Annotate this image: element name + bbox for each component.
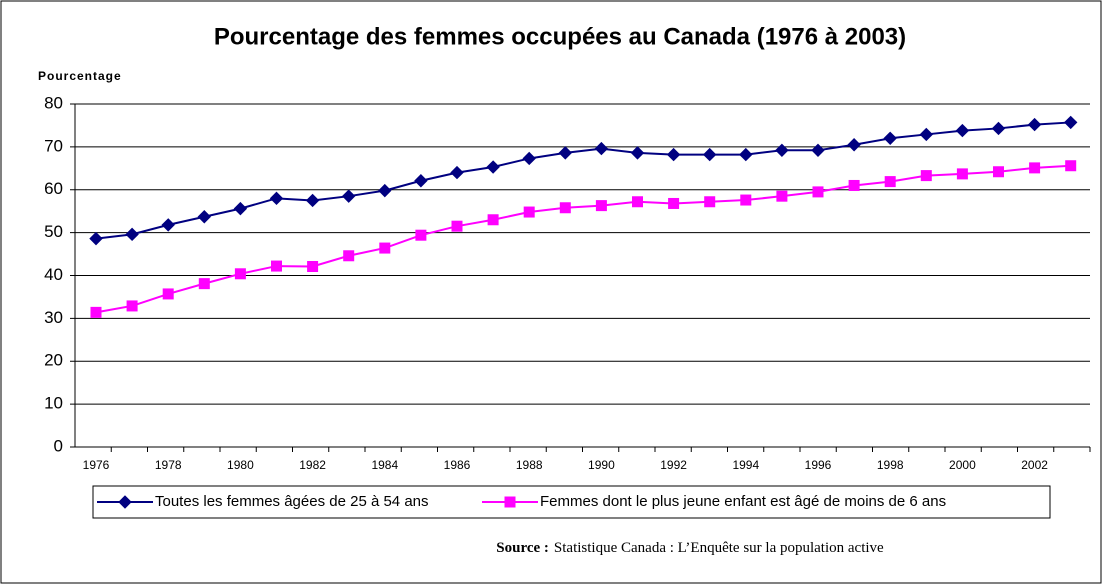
x-tick-label: 1994 — [732, 458, 759, 472]
y-tick-label: 0 — [54, 436, 63, 455]
data-point — [1065, 160, 1077, 172]
x-tick-label: 1988 — [516, 458, 543, 472]
y-tick-label: 60 — [44, 179, 63, 198]
data-point — [269, 191, 284, 206]
data-point — [776, 190, 788, 202]
x-tick-label: 1996 — [805, 458, 832, 472]
data-point — [451, 220, 463, 232]
data-point — [90, 306, 102, 318]
x-tick-label: 1992 — [660, 458, 687, 472]
y-tick-label: 30 — [44, 308, 63, 327]
data-point — [125, 227, 139, 242]
data-point — [630, 146, 645, 160]
data-point — [595, 200, 607, 212]
legend-label: Femmes dont le plus jeune enfant est âgé… — [540, 493, 946, 510]
y-axis-label: Pourcentage — [38, 69, 122, 83]
data-point — [414, 174, 428, 188]
series-line — [95, 121, 1071, 240]
data-point — [704, 196, 716, 208]
data-point — [848, 179, 860, 191]
x-tick-label: 1982 — [299, 458, 326, 472]
chart-title: Pourcentage des femmes occupées au Canad… — [214, 23, 906, 50]
data-point — [379, 242, 391, 254]
x-tick-label: 1980 — [227, 458, 254, 472]
data-point — [487, 214, 499, 226]
x-tick-label: 1976 — [83, 458, 110, 472]
data-point — [162, 288, 174, 300]
y-tick-label: 20 — [44, 351, 63, 370]
data-point — [666, 147, 681, 162]
legend-marker — [118, 495, 132, 509]
data-point — [883, 131, 897, 146]
data-point — [378, 183, 392, 198]
data-point — [161, 218, 175, 232]
data-point — [594, 141, 609, 156]
data-point — [668, 197, 680, 209]
x-tick-label: 2002 — [1021, 458, 1048, 472]
data-point — [740, 194, 752, 206]
data-point — [812, 186, 824, 198]
data-point — [811, 143, 825, 158]
data-point — [305, 193, 320, 208]
data-point — [198, 278, 210, 290]
x-tick-label: 1984 — [371, 458, 398, 472]
legend-box — [92, 485, 1051, 519]
data-point — [884, 176, 896, 188]
data-point — [1027, 117, 1042, 132]
data-point — [955, 123, 970, 138]
source: Source : Statistique Canada : L’Enquête s… — [496, 540, 884, 556]
data-point — [775, 143, 789, 158]
data-point — [991, 121, 1006, 136]
data-point — [523, 206, 535, 218]
x-tick-label: 1978 — [155, 458, 182, 472]
x-tick-label: 1990 — [588, 458, 615, 472]
data-point — [486, 160, 500, 174]
data-point — [343, 250, 355, 262]
data-point — [233, 201, 248, 216]
data-point — [415, 229, 427, 241]
source-text: Statistique Canada : L’Enquête sur la po… — [554, 540, 884, 556]
data-point — [197, 210, 212, 224]
y-tick-label: 10 — [44, 394, 63, 413]
data-point — [1063, 115, 1078, 130]
y-tick-label: 80 — [44, 93, 63, 112]
data-point — [89, 231, 103, 246]
legend-label: Toutes les femmes âgées de 25 à 54 ans — [155, 493, 429, 510]
data-point — [956, 168, 968, 180]
data-point — [341, 189, 356, 203]
x-tick-label: 1986 — [444, 458, 471, 472]
series-line — [95, 164, 1071, 314]
x-tick-label: 1998 — [877, 458, 904, 472]
data-point — [558, 146, 573, 160]
data-point — [522, 151, 536, 166]
data-point — [702, 147, 717, 162]
data-point — [632, 196, 643, 208]
y-tick-label: 40 — [44, 265, 63, 284]
data-point — [271, 260, 282, 272]
y-tick-label: 50 — [44, 222, 63, 241]
x-tick-label: 2000 — [949, 458, 976, 472]
data-point — [1029, 162, 1041, 174]
data-point — [920, 170, 932, 182]
data-point — [559, 202, 571, 214]
data-point — [993, 166, 1004, 178]
data-point — [847, 138, 861, 152]
source-label: Source : — [496, 540, 549, 556]
data-point — [126, 300, 138, 312]
data-point — [450, 165, 464, 180]
data-point — [234, 268, 246, 280]
data-point — [919, 127, 934, 142]
data-point — [307, 260, 319, 272]
data-point — [739, 147, 753, 162]
legend-marker — [504, 496, 516, 508]
y-tick-label: 70 — [44, 136, 63, 155]
